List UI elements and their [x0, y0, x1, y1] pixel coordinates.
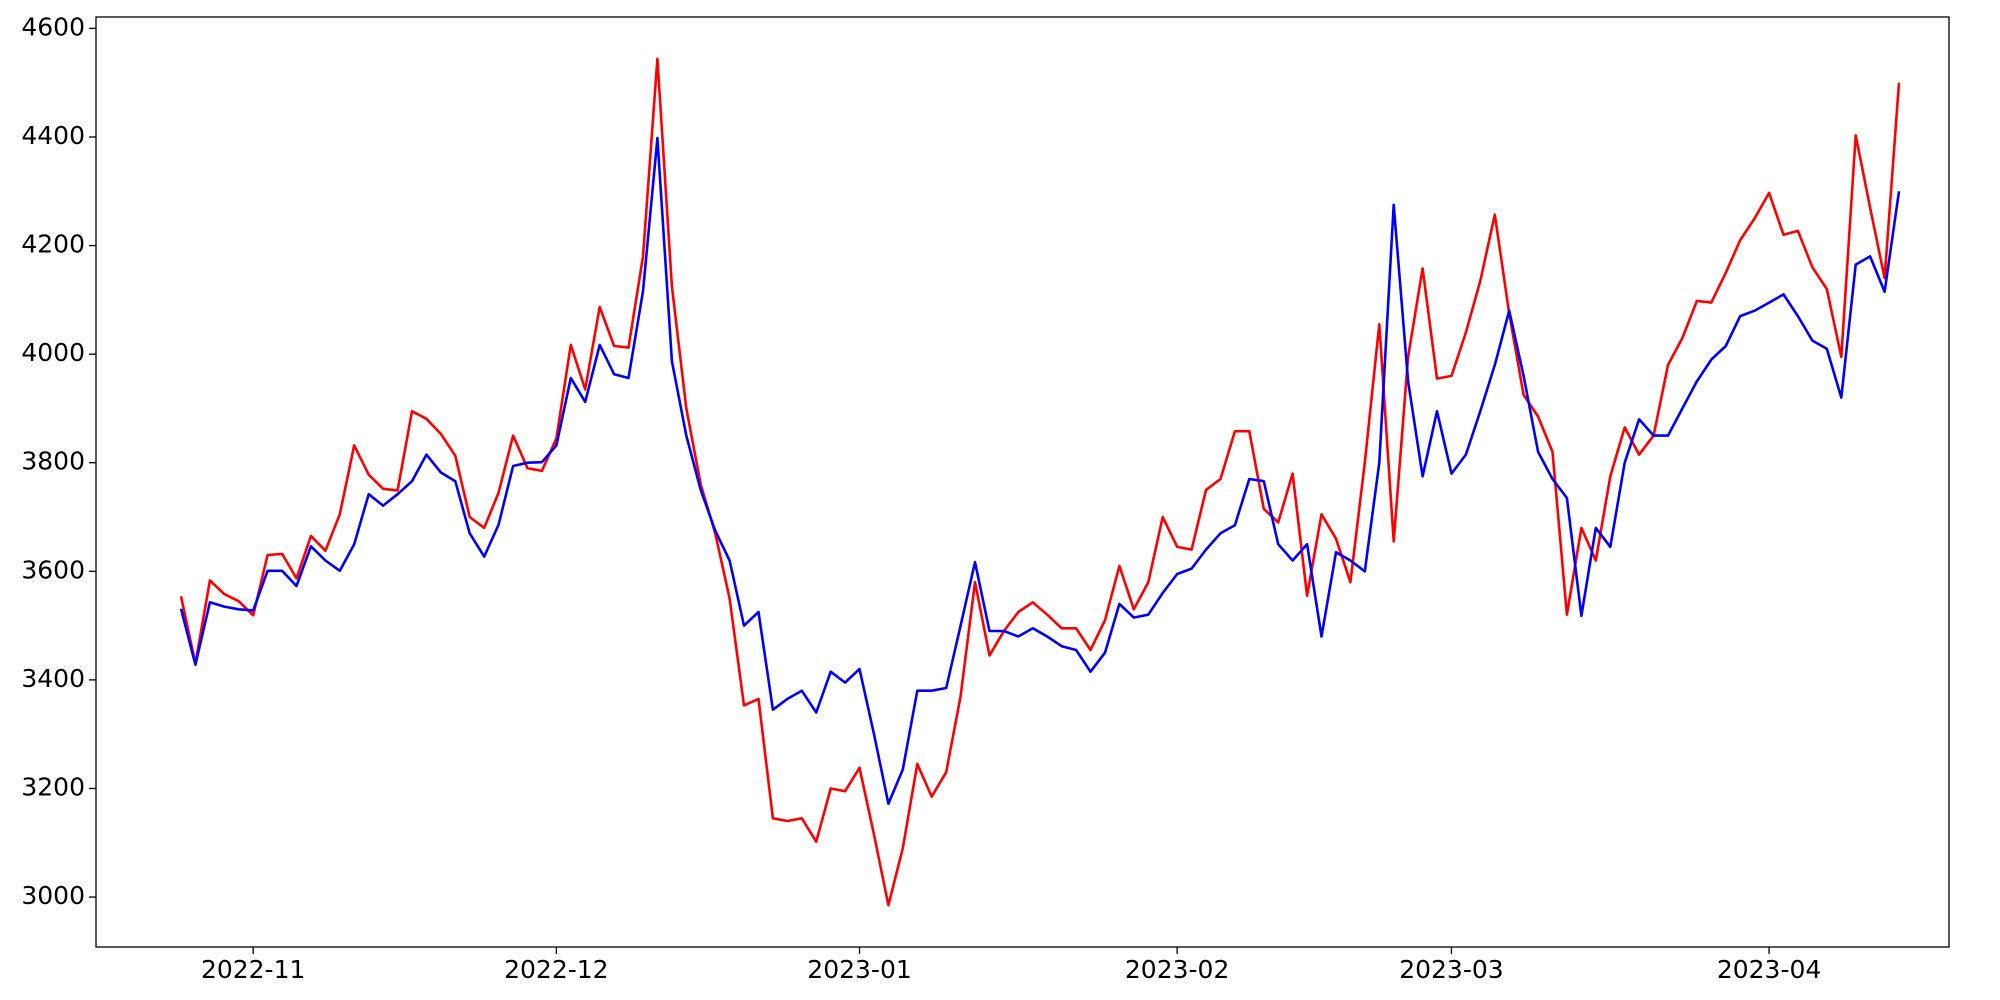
y-tick-label: 3000 [21, 881, 85, 910]
y-tick-label: 3800 [21, 447, 85, 476]
y-tick-label: 4400 [21, 121, 85, 150]
y-tick-label: 4600 [21, 12, 85, 41]
x-tick-label: 2023-01 [807, 955, 911, 984]
x-tick-label: 2022-12 [504, 955, 608, 984]
y-tick-label: 4000 [21, 338, 85, 367]
y-tick-label: 3400 [21, 664, 85, 693]
line-series [179, 136, 1901, 805]
y-tick-label: 4200 [21, 230, 85, 259]
x-tick-label: 2022-11 [201, 955, 305, 984]
x-tick-label: 2023-02 [1125, 955, 1229, 984]
x-tick-label: 2023-03 [1399, 955, 1503, 984]
y-tick-label: 3200 [21, 772, 85, 801]
x-tick-label: 2023-04 [1717, 955, 1821, 984]
y-tick-label: 3600 [21, 555, 85, 584]
plot-frame [95, 16, 1950, 948]
line-series [179, 57, 1901, 907]
